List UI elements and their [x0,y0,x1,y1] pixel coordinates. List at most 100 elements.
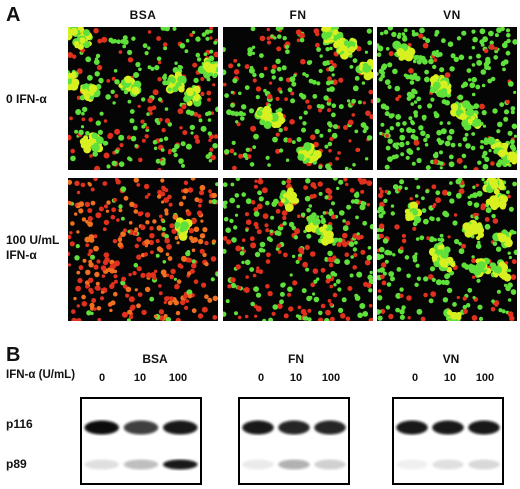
cell-dot [157,168,162,170]
cell-dot [199,248,205,254]
cell-dot [346,99,351,103]
cell-dot [256,110,263,117]
cell-dot [193,134,199,140]
micrograph-dots [223,27,373,170]
cell-dot [163,46,168,51]
cell-dot [453,213,458,217]
cell-dot [403,73,408,78]
cell-dot [379,131,383,136]
cell-dot [225,227,231,233]
cell-dot [88,259,93,264]
lane-label: 10 [289,372,303,384]
cell-dot [297,214,301,218]
cell-dot [509,143,516,150]
cell-dot [465,143,471,149]
cell-dot [310,182,316,188]
cell-dot [477,240,481,245]
cell-dot [252,72,257,78]
cell-dot [193,111,199,117]
cell-dot [432,159,439,165]
cell-dot [452,220,458,226]
cell-dot [180,141,186,147]
cell-dot [387,62,393,68]
cell-dot [155,239,160,243]
cell-dot [493,273,499,278]
cell-dot [377,253,381,259]
cell-dot [396,48,405,57]
cell-dot [402,121,407,126]
cell-dot [348,139,352,143]
cell-dot [282,36,287,41]
cell-dot [491,183,496,188]
cell-dot [113,197,117,202]
cell-dot [347,119,354,126]
cell-dot [291,81,297,87]
cell-dot [156,121,161,125]
cell-dot [141,97,146,102]
cell-dot [157,60,162,65]
micrograph-fn-0-ifn [223,27,373,170]
cell-dot [88,182,92,187]
cell-dot [380,122,385,127]
cell-dot [159,138,164,143]
cell-dot [475,84,481,90]
cell-dot [448,154,454,160]
band-p89 [84,459,119,470]
cell-dot [481,83,486,88]
cell-dot [464,132,469,137]
cell-dot [247,51,253,57]
cell-dot [304,244,310,250]
cell-dot [165,273,170,277]
cell-dot [444,72,451,78]
cell-dot [429,216,434,221]
cell-dot [172,27,177,31]
cell-dot [457,142,462,147]
cell-dot [180,299,186,306]
cell-dot [384,259,389,264]
cell-dot [299,32,305,39]
cell-dot [280,198,286,203]
cell-dot [269,229,274,234]
cell-dot [208,199,213,204]
cell-dot [435,190,441,196]
cell-dot [388,271,395,277]
cell-dot [379,233,384,239]
cell-dot [497,121,503,128]
cell-dot [118,204,123,209]
blot-header-vn: VN [442,352,460,366]
cell-dot [387,138,393,144]
row-label-100-ifn-line1: 100 U/mL [6,233,60,247]
cell-dot [93,245,99,252]
cell-dot [161,128,166,133]
cell-dot [352,58,358,63]
cell-dot [320,303,326,309]
cell-dot [147,65,152,70]
cell-dot [412,254,418,260]
cell-dot [506,28,510,33]
cell-dot [282,221,287,226]
cell-dot [402,35,407,40]
cell-dot [78,129,84,135]
cell-dot [76,190,81,195]
cell-dot [456,36,462,41]
cell-dot [132,271,137,276]
cell-dot [307,308,312,313]
cell-dot [342,219,346,223]
cell-dot [93,234,98,239]
cell-dot [377,295,383,301]
cell-dot [408,74,414,80]
cell-dot [230,90,234,94]
cell-dot [95,212,102,219]
cell-dot [353,198,360,205]
cell-dot [210,256,217,262]
cell-dot [449,66,455,72]
micrograph-bsa-100-ifn [68,178,218,321]
cell-dot [302,121,307,126]
cell-dot [411,31,417,37]
cell-dot [251,45,256,49]
cell-dot [405,214,412,222]
cell-dot [507,268,512,273]
cell-dot [103,119,108,123]
cell-dot [238,110,244,117]
cell-dot [458,188,465,195]
